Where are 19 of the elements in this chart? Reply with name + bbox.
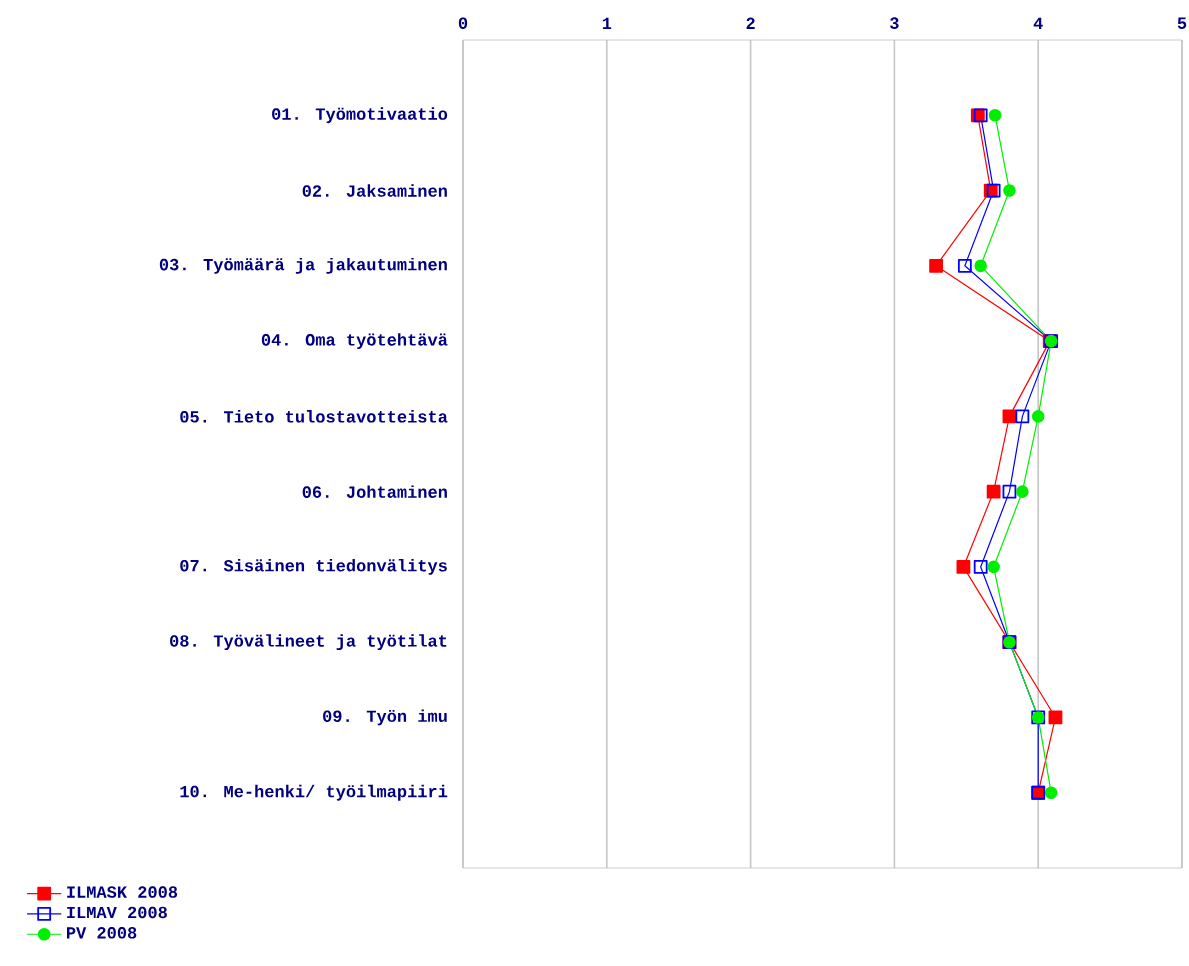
y-tick-label: 03. Työmäärä ja jakautuminen [159, 257, 447, 274]
x-tick-label: 0 [458, 17, 468, 29]
y-tick-label: 04. Oma työtehtävä [261, 333, 448, 350]
y-tick-label: 08. Työvälineet ja työtilat [170, 634, 447, 651]
legend-label: PV 2008 [66, 927, 137, 939]
y-tick-label: 06. Johtaminen [302, 485, 447, 498]
legend-label: ILMAV 2008 [67, 906, 167, 919]
y-tick-label: 07. Sisäinen tiedonvälitys [180, 558, 447, 575]
y-tick-label: 10. Me-henki/ työilmapiiri [180, 784, 448, 801]
y-tick-label: 09. Työn imu [323, 709, 447, 726]
x-tick-label: 5 [1177, 17, 1187, 29]
y-tick-label: 02. Jaksaminen [302, 184, 447, 197]
y-tick-label: 01. Työmotivaatio [272, 107, 448, 124]
legend-label: ILMASK 2008 [67, 886, 178, 898]
x-tick-label: 3 [890, 17, 899, 29]
x-tick-label: 2 [746, 17, 755, 29]
y-tick-label: 05. Tieto tulostavotteista [180, 410, 448, 423]
x-tick-label: 1 [602, 17, 612, 29]
x-tick-label: 4 [1033, 17, 1043, 29]
